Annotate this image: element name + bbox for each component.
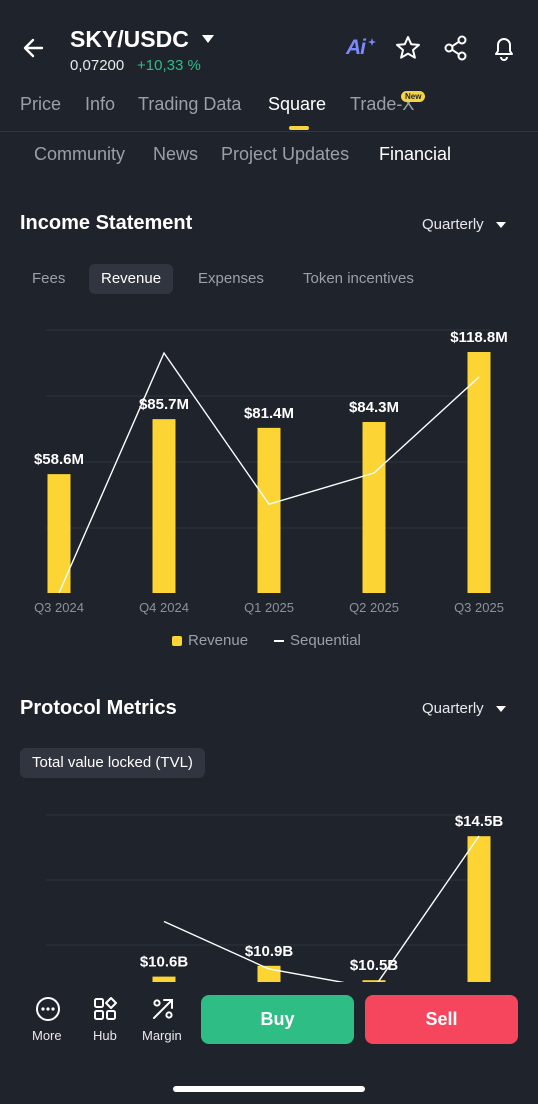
- income-period-select[interactable]: Quarterly: [422, 216, 484, 233]
- bar-q1-2025: [257, 965, 281, 982]
- star-icon[interactable]: [394, 34, 422, 62]
- more-icon[interactable]: [35, 996, 61, 1022]
- revenue-chart: $58.6M $85.7M $81.4M $84.3M $118.8M Q3 2024 Q4…: [34, 329, 508, 615]
- margin-label[interactable]: Margin: [142, 1028, 182, 1043]
- share-icon[interactable]: [442, 34, 470, 62]
- sequential-line: [58, 351, 480, 594]
- chip-token-incentives[interactable]: Token incentives: [303, 270, 414, 287]
- protocol-metrics-title: Protocol Metrics: [20, 697, 177, 719]
- subtab-news[interactable]: News: [153, 144, 199, 164]
- bell-icon[interactable]: [490, 34, 518, 62]
- x-tick-label: Q3 2024: [34, 600, 84, 615]
- tab-info[interactable]: Info: [85, 94, 116, 114]
- active-tab-indicator: [289, 126, 309, 130]
- margin-icon[interactable]: [150, 996, 176, 1022]
- chip-revenue[interactable]: Revenue: [89, 264, 174, 294]
- price-change: +10,33 %: [137, 57, 201, 74]
- chip-fees[interactable]: Fees: [32, 270, 66, 287]
- bar-q4-2024: [152, 976, 176, 982]
- bar-q4-2024: [152, 419, 176, 593]
- protocol-period-select[interactable]: Quarterly: [422, 700, 484, 717]
- chip-tvl[interactable]: Total value locked (TVL): [20, 748, 205, 778]
- bar-q3-2024: [47, 474, 71, 593]
- home-indicator: [173, 1086, 365, 1092]
- sell-button[interactable]: Sell: [365, 995, 518, 1044]
- income-statement-title: Income Statement: [20, 212, 193, 234]
- more-label[interactable]: More: [32, 1028, 62, 1043]
- data-label: $14.5B: [455, 813, 504, 830]
- data-label: $84.3M: [349, 399, 399, 416]
- caret-down-icon[interactable]: [200, 32, 216, 46]
- pair-title[interactable]: SKY/USDC: [70, 26, 189, 52]
- data-label: $10.6B: [140, 954, 189, 971]
- subtab-project-updates[interactable]: Project Updates: [221, 144, 350, 164]
- main-tabs: Price Info Trading Data Square Trade-X: [0, 86, 538, 132]
- back-arrow-icon[interactable]: [20, 34, 48, 62]
- tab-price[interactable]: Price: [20, 94, 62, 114]
- data-label: $10.9B: [245, 943, 294, 960]
- subtab-financial[interactable]: Financial: [379, 144, 452, 164]
- data-label: $85.7M: [139, 396, 189, 413]
- caret-down-icon[interactable]: [496, 221, 506, 229]
- tvl-chart: $10.6B $10.9B $10.5B $14.5B: [46, 813, 504, 982]
- data-label: $118.8M: [450, 329, 508, 346]
- new-badge: New: [401, 91, 426, 102]
- legend-sequential-swatch: [274, 640, 284, 642]
- chip-expenses[interactable]: Expenses: [198, 270, 264, 287]
- legend-sequential: Sequential: [290, 632, 361, 649]
- top-bar: SKY/USDC 0,07200 +10,33 % Ai: [0, 0, 538, 86]
- data-label: $81.4M: [244, 405, 294, 422]
- subtab-community[interactable]: Community: [34, 144, 126, 164]
- sequential-line: [163, 835, 480, 982]
- price-value: 0,07200: [70, 57, 125, 74]
- ai-icon[interactable]: Ai: [346, 36, 366, 59]
- tab-trade-x[interactable]: Trade-X: [350, 94, 415, 114]
- hub-label[interactable]: Hub: [93, 1028, 117, 1043]
- bar-q2-2025: [362, 980, 386, 982]
- ai-sparkle-icon: [368, 38, 376, 46]
- bar-q2-2025: [362, 421, 386, 593]
- bar-q3-2025: [467, 836, 491, 982]
- data-label: $58.6M: [34, 451, 84, 468]
- x-tick-label: Q1 2025: [244, 600, 294, 615]
- caret-down-icon[interactable]: [496, 705, 506, 713]
- buy-button[interactable]: Buy: [201, 995, 354, 1044]
- x-tick-label: Q2 2025: [349, 600, 399, 615]
- tab-trading-data[interactable]: Trading Data: [138, 94, 242, 114]
- legend-revenue-swatch: [172, 636, 182, 646]
- bar-q3-2025: [467, 352, 491, 593]
- x-tick-label: Q3 2025: [454, 600, 504, 615]
- bar-q1-2025: [257, 427, 281, 593]
- bottom-action-bar: More Hub Margin Buy Sell: [0, 982, 538, 1104]
- data-label: $10.5B: [350, 957, 399, 974]
- tab-square[interactable]: Square: [268, 94, 327, 114]
- x-tick-label: Q4 2024: [139, 600, 189, 615]
- hub-icon[interactable]: [92, 996, 118, 1022]
- legend-revenue: Revenue: [188, 632, 249, 649]
